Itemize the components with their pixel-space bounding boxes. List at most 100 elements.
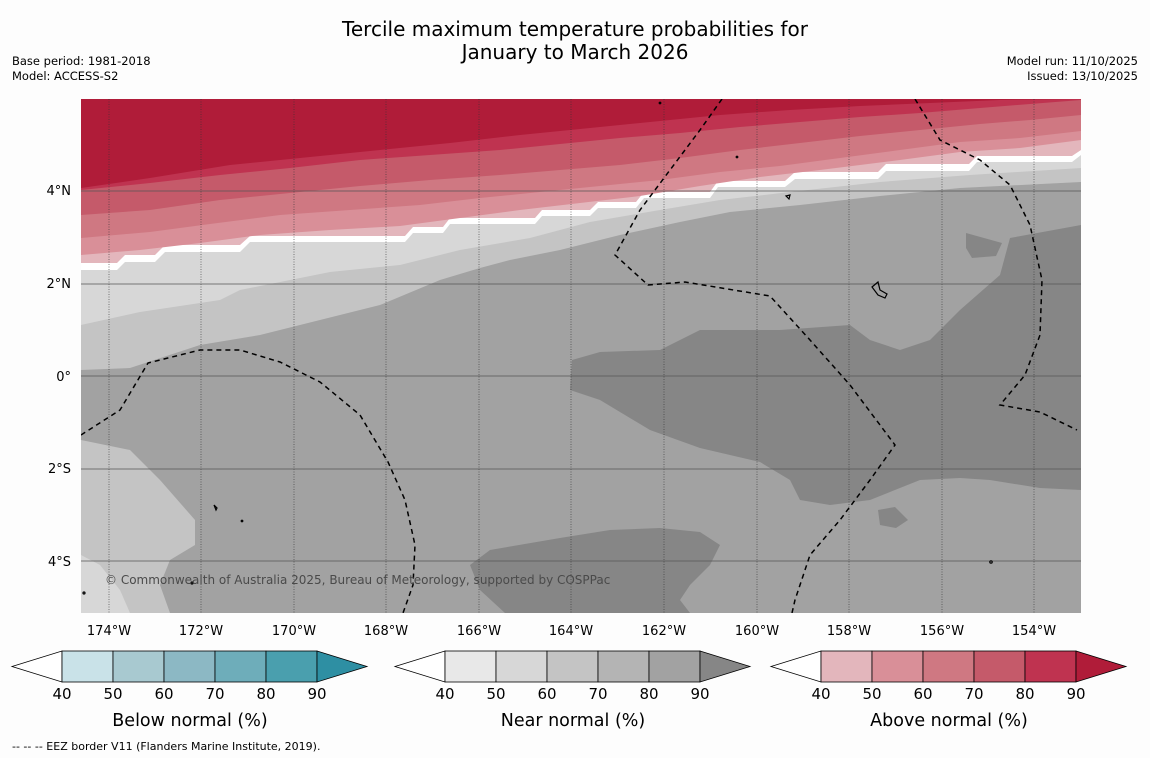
eez-footnote: -- -- -- EEZ border V11 (Flanders Marine… <box>12 740 321 753</box>
colorbar-tick-label: 60 <box>537 685 556 703</box>
colorbar-tick-label: 90 <box>307 685 326 703</box>
colorbar-segment <box>546 650 599 683</box>
colorbar-near-title: Near normal (%) <box>501 711 646 731</box>
colorbar-tick-label: 40 <box>811 685 830 703</box>
colorbar-segment <box>597 650 650 683</box>
colorbar-tick-label: 90 <box>1066 685 1085 703</box>
colorbar-segment <box>265 650 318 683</box>
colorbar-segment <box>214 650 267 683</box>
title-line-2: January to March 2026 <box>461 40 689 64</box>
lat-label-0: 0° <box>56 370 71 385</box>
island-4 <box>735 155 739 159</box>
map-plot-area: © Commonwealth of Australia 2025, Bureau… <box>81 99 1081 613</box>
lon-label-160w: 160°W <box>735 624 779 639</box>
colorbar-above-normal: 40 50 60 70 80 90 Above normal (%) <box>769 650 1128 731</box>
above-normal-90 <box>81 99 1081 188</box>
near-normal-patch-se <box>880 493 1081 613</box>
colorbar-segment <box>648 650 701 683</box>
colorbar-extend-high <box>699 650 752 683</box>
island-9 <box>82 591 86 595</box>
colorbar-tick-label: 50 <box>103 685 122 703</box>
colorbar-segment <box>163 650 216 683</box>
colorbar-extend-high <box>1075 650 1128 683</box>
colorbar-below-normal: 40 50 60 70 80 90 Below normal (%) <box>10 650 369 731</box>
colorbar-tick-label: 40 <box>52 685 71 703</box>
lon-label-156w: 156°W <box>920 624 964 639</box>
colorbar-tick-label: 60 <box>154 685 173 703</box>
lat-label-4n: 4°N <box>47 184 72 199</box>
colorbar-tick-label: 40 <box>435 685 454 703</box>
lat-label-4s: 4°S <box>48 555 71 570</box>
island-5 <box>658 101 662 105</box>
island-1 <box>871 280 888 299</box>
colorbar-below-title: Below normal (%) <box>112 711 267 731</box>
lon-axis-labels: 174°W 172°W 170°W 168°W 166°W 164°W 162°… <box>87 624 1056 639</box>
colorbar-segment <box>495 650 548 683</box>
base-info: Base period: 1981-2018 Model: ACCESS-S2 <box>12 54 151 84</box>
colorbar-segment <box>61 650 114 683</box>
lon-label-154w: 154°W <box>1012 624 1056 639</box>
colorbar-extend-low <box>393 650 446 683</box>
colorbar-segment <box>444 650 497 683</box>
lon-label-166w: 166°W <box>457 624 501 639</box>
colorbar-tick-label: 50 <box>486 685 505 703</box>
colorbar-tick-label: 80 <box>639 685 658 703</box>
lon-label-164w: 164°W <box>549 624 593 639</box>
colorbar-extend-low <box>769 650 822 683</box>
colorbar-extend-high <box>316 650 369 683</box>
model-name: Model: ACCESS-S2 <box>12 69 119 83</box>
colorbar-near-normal: 40 50 60 70 80 90 Near normal (%) <box>393 650 752 731</box>
near-normal-north-blob <box>966 233 1002 258</box>
colorbar-above-title: Above normal (%) <box>870 711 1028 731</box>
lat-label-2s: 2°S <box>48 462 71 477</box>
lon-label-168w: 168°W <box>364 624 408 639</box>
island-7 <box>989 560 993 564</box>
island-3 <box>213 504 218 512</box>
colorbar-segment <box>871 650 924 683</box>
lon-label-158w: 158°W <box>827 624 871 639</box>
colorbar-tick-label: 70 <box>964 685 983 703</box>
colorbar-segment <box>1024 650 1077 683</box>
colorbar-tick-label: 90 <box>690 685 709 703</box>
model-run: Model run: 11/10/2025 <box>1006 54 1138 68</box>
near-normal-light-sw <box>81 440 195 613</box>
base-period: Base period: 1981-2018 <box>12 54 151 68</box>
near-normal-small-blob <box>878 507 908 528</box>
run-info: Model run: 11/10/2025 Issued: 13/10/2025 <box>1007 54 1138 84</box>
colorbar-segment <box>112 650 165 683</box>
lon-label-170w: 170°W <box>272 624 316 639</box>
near-normal-dark-region <box>470 225 1081 613</box>
near-normal-lightest-sw <box>81 555 130 613</box>
lon-label-174w: 174°W <box>87 624 131 639</box>
island-6 <box>240 519 244 523</box>
lat-label-2n: 2°N <box>47 277 72 292</box>
islands <box>82 101 993 595</box>
near-normal-patch-sw <box>770 505 880 613</box>
island-8 <box>190 581 194 585</box>
colorbar-tick-label: 50 <box>862 685 881 703</box>
colorbar-segments: 40 50 60 70 80 90 <box>393 650 752 703</box>
gridlines <box>108 99 1035 613</box>
lon-label-162w: 162°W <box>642 624 686 639</box>
issued-date: Issued: 13/10/2025 <box>1027 69 1138 83</box>
colorbar-tick-label: 70 <box>205 685 224 703</box>
colorbar-tick-label: 80 <box>1015 685 1034 703</box>
colorbar-tick-label: 60 <box>913 685 932 703</box>
lon-label-172w: 172°W <box>179 624 223 639</box>
colorbar-tick-label: 70 <box>588 685 607 703</box>
title-line-1: Tercile maximum temperature probabilitie… <box>342 17 808 41</box>
eez-borders <box>81 99 1078 613</box>
colorbar-tick-label: 80 <box>256 685 275 703</box>
latitude-lines <box>81 190 1081 562</box>
colorbar-extend-low <box>10 650 63 683</box>
colorbar-segments: 40 50 60 70 80 90 <box>10 650 369 703</box>
island-2 <box>784 194 791 201</box>
colorbar-segment <box>820 650 873 683</box>
colorbar-segment <box>973 650 1026 683</box>
copyright-text: © Commonwealth of Australia 2025, Bureau… <box>105 573 610 587</box>
near-normal-dark-east <box>570 225 1081 505</box>
lat-axis-labels: 4°N 2°N 0° 2°S 4°S <box>47 184 72 570</box>
colorbar-segment <box>922 650 975 683</box>
map-title: Tercile maximum temperature probabilitie… <box>0 18 1150 64</box>
